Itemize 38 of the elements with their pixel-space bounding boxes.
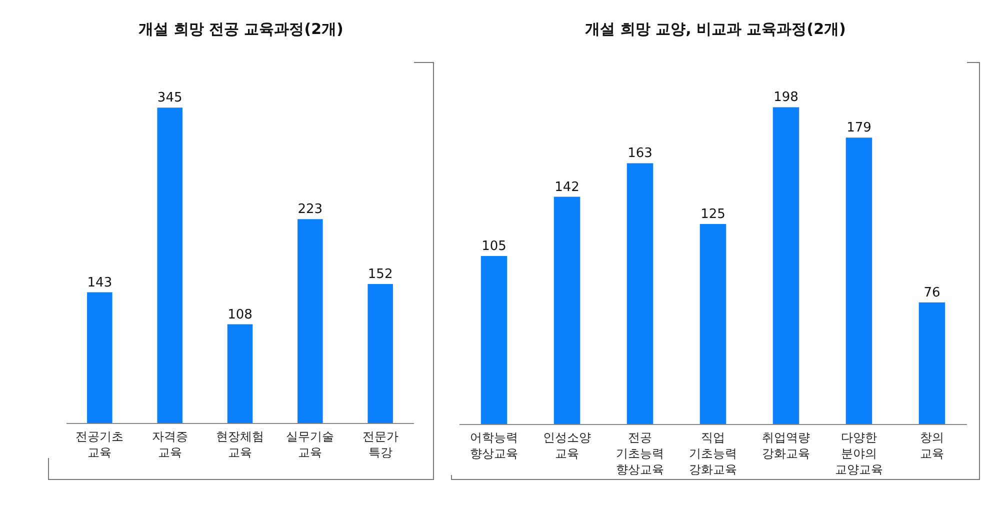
data-label: 152	[368, 267, 393, 282]
x-tick-label: 전공기초 교육	[76, 430, 124, 460]
data-label: 105	[482, 239, 506, 254]
bar	[700, 224, 726, 424]
x-tick-label: 취업역량 강화교육	[762, 430, 810, 460]
chart-title: 개설 희망 교양, 비교과 교육과정(2개)	[584, 20, 847, 39]
data-label: 198	[774, 90, 798, 106]
chart-title: 개설 희망 전공 교육과정(2개)	[138, 20, 344, 39]
bar	[368, 284, 393, 423]
x-tick-label: 전공 기초능력 향상교육	[616, 430, 664, 476]
bar	[772, 107, 800, 424]
data-label: 142	[554, 180, 580, 195]
x-tick-label: 어학능력 향상교육	[470, 430, 518, 460]
x-tick-label: 전문가 특강	[362, 430, 398, 460]
bar	[87, 292, 112, 423]
data-label: 143	[87, 275, 112, 290]
data-label: 76	[924, 285, 940, 300]
data-label: 163	[628, 146, 652, 162]
bar	[554, 196, 580, 424]
data-label: 223	[298, 202, 323, 218]
bar	[227, 324, 253, 423]
bar	[846, 138, 872, 424]
bar	[157, 108, 182, 423]
x-tick-label: 다양한 분야의 교양교육	[834, 430, 883, 476]
data-label: 345	[157, 90, 182, 106]
x-tick-label: 창의 교육	[920, 430, 944, 460]
x-tick-label: 현장체험 교육	[216, 430, 264, 460]
x-tick-label: 실무기술 교육	[286, 430, 334, 460]
data-label: 108	[228, 307, 252, 322]
data-label: 179	[846, 120, 872, 136]
bar	[480, 256, 508, 424]
data-label: 125	[700, 207, 726, 222]
bar	[626, 163, 654, 424]
x-tick-label: 인성소양 교육	[543, 430, 592, 460]
x-tick-label: 직업 기초능력 강화교육	[689, 430, 737, 476]
bar	[918, 302, 946, 424]
bar	[298, 219, 323, 423]
x-tick-label: 자격증 교육	[152, 430, 188, 460]
